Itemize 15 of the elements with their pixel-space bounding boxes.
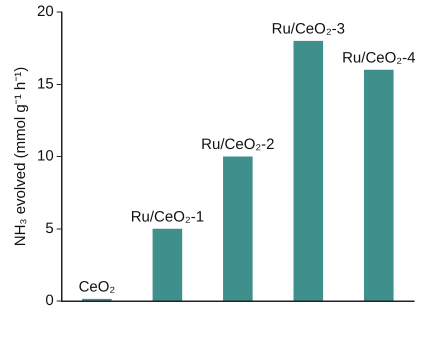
bar xyxy=(223,156,253,300)
bar xyxy=(364,70,394,300)
y-axis-title: NH₃ evolved (mmol g⁻¹ h⁻¹) xyxy=(12,66,30,246)
y-tick-label: 20 xyxy=(36,3,54,20)
x-tick-label: Ru/CeO₂-2 xyxy=(201,136,275,154)
x-tick-label: Ru/CeO₂-4 xyxy=(342,49,416,66)
y-tick-label: 15 xyxy=(36,75,54,92)
y-tick-label: 10 xyxy=(36,148,54,165)
bar xyxy=(152,228,182,300)
x-tick-label: Ru/CeO₂-1 xyxy=(130,208,204,226)
y-tick-label: 5 xyxy=(45,220,54,237)
x-tick-label: CeO₂ xyxy=(78,278,116,296)
y-tick-label: 0 xyxy=(45,292,54,310)
bar xyxy=(294,40,324,300)
x-tick-label: Ru/CeO₂-3 xyxy=(272,20,345,38)
